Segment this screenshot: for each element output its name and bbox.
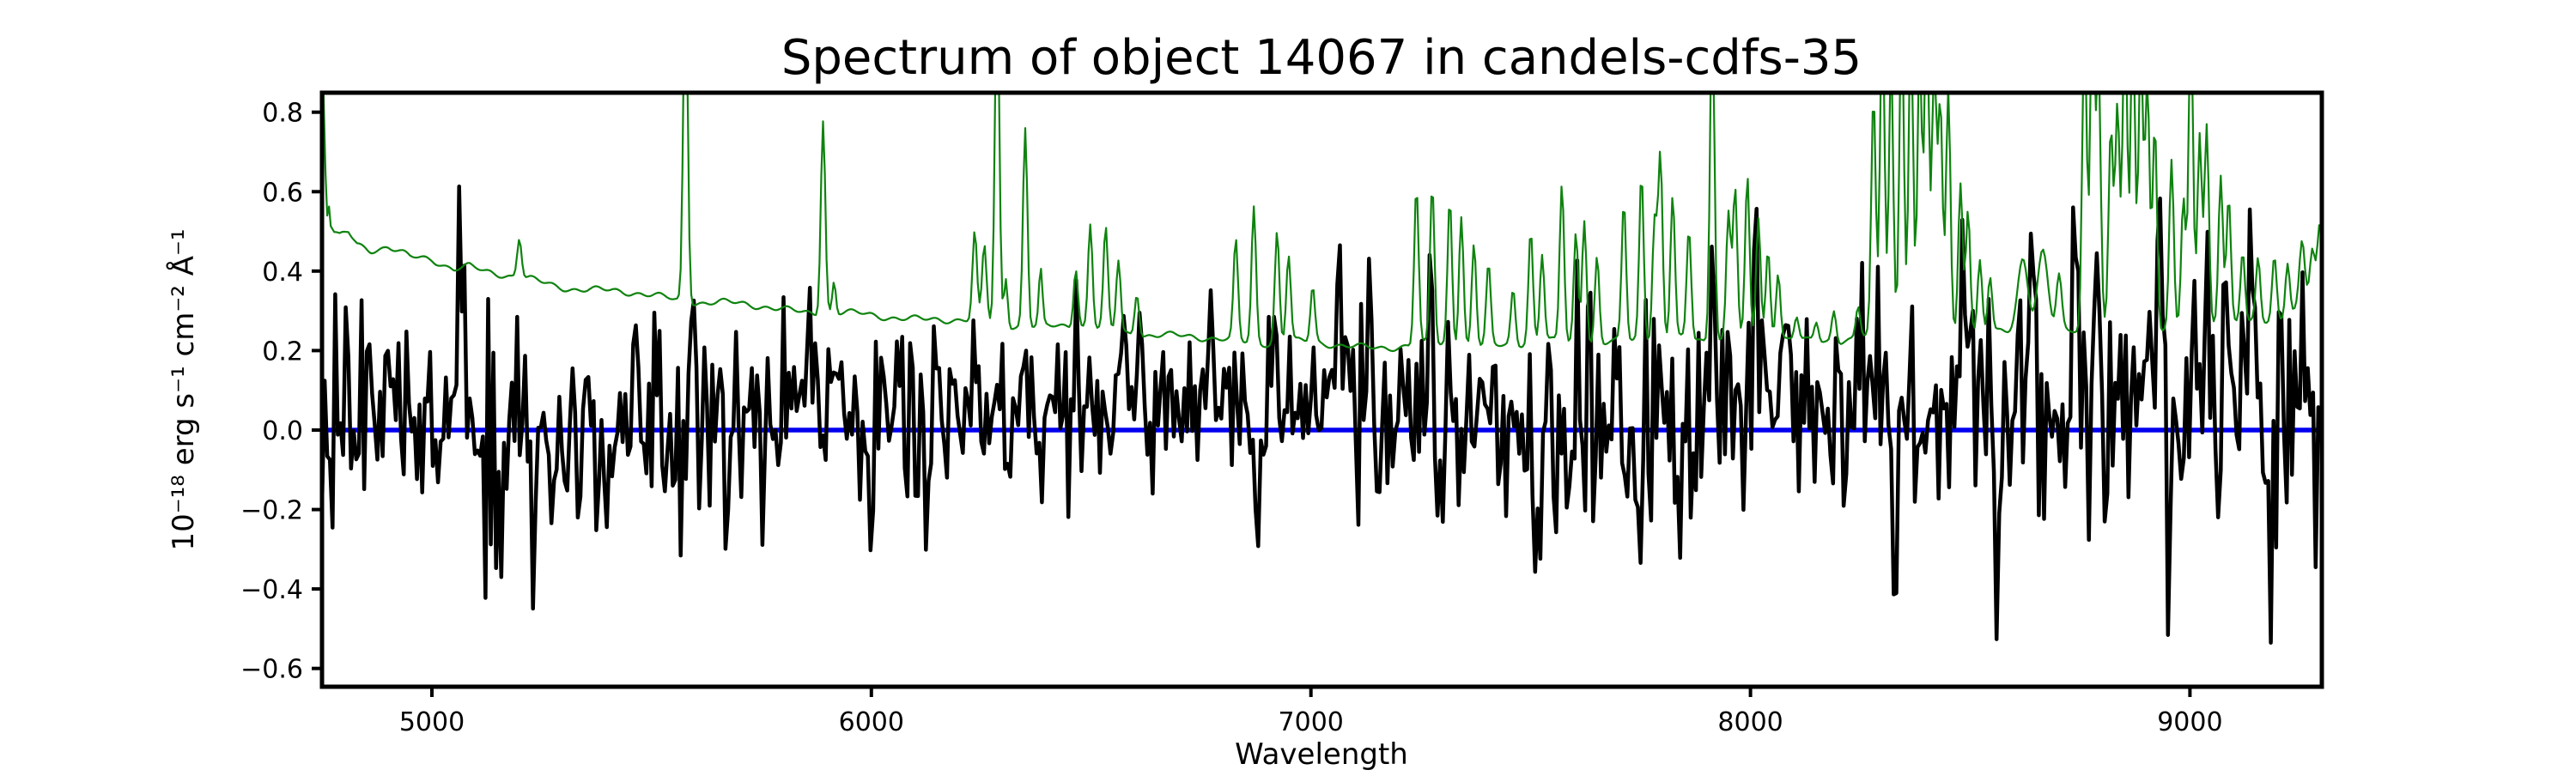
y-tick-label: 0.2 — [262, 336, 303, 367]
x-tick-label: 9000 — [2157, 707, 2222, 737]
x-axis-label: Wavelength — [1235, 737, 1408, 772]
x-tick-label: 7000 — [1279, 707, 1344, 737]
y-tick-label: 0.4 — [262, 258, 303, 288]
x-tick-label: 8000 — [1717, 707, 1783, 737]
y-tick-label: 0.6 — [262, 178, 303, 208]
y-tick-label: 0.0 — [262, 416, 303, 446]
chart-title: Spectrum of object 14067 in candels-cdfs… — [781, 30, 1862, 86]
plot-data-layer — [322, 93, 2322, 645]
y-tick-label: −0.4 — [240, 575, 303, 605]
axes-spines — [319, 90, 2324, 689]
error-sky-spectrum-line — [322, 93, 2322, 353]
axes-layer: 5000 6000 7000 8000 9000 0.8 0.6 0.4 0.2 0.0 −0.2 −… — [240, 90, 2324, 737]
object-flux-spectrum-line — [322, 184, 2322, 645]
y-tick-label: −0.2 — [240, 496, 303, 526]
y-tick-label: 0.8 — [262, 99, 303, 129]
x-tick-label: 6000 — [839, 707, 904, 737]
y-axis-label: 10⁻¹⁸ erg s⁻¹ cm⁻² Å⁻¹ — [166, 228, 201, 550]
y-tick-label: −0.6 — [240, 655, 303, 685]
x-tick-label: 5000 — [399, 707, 465, 737]
